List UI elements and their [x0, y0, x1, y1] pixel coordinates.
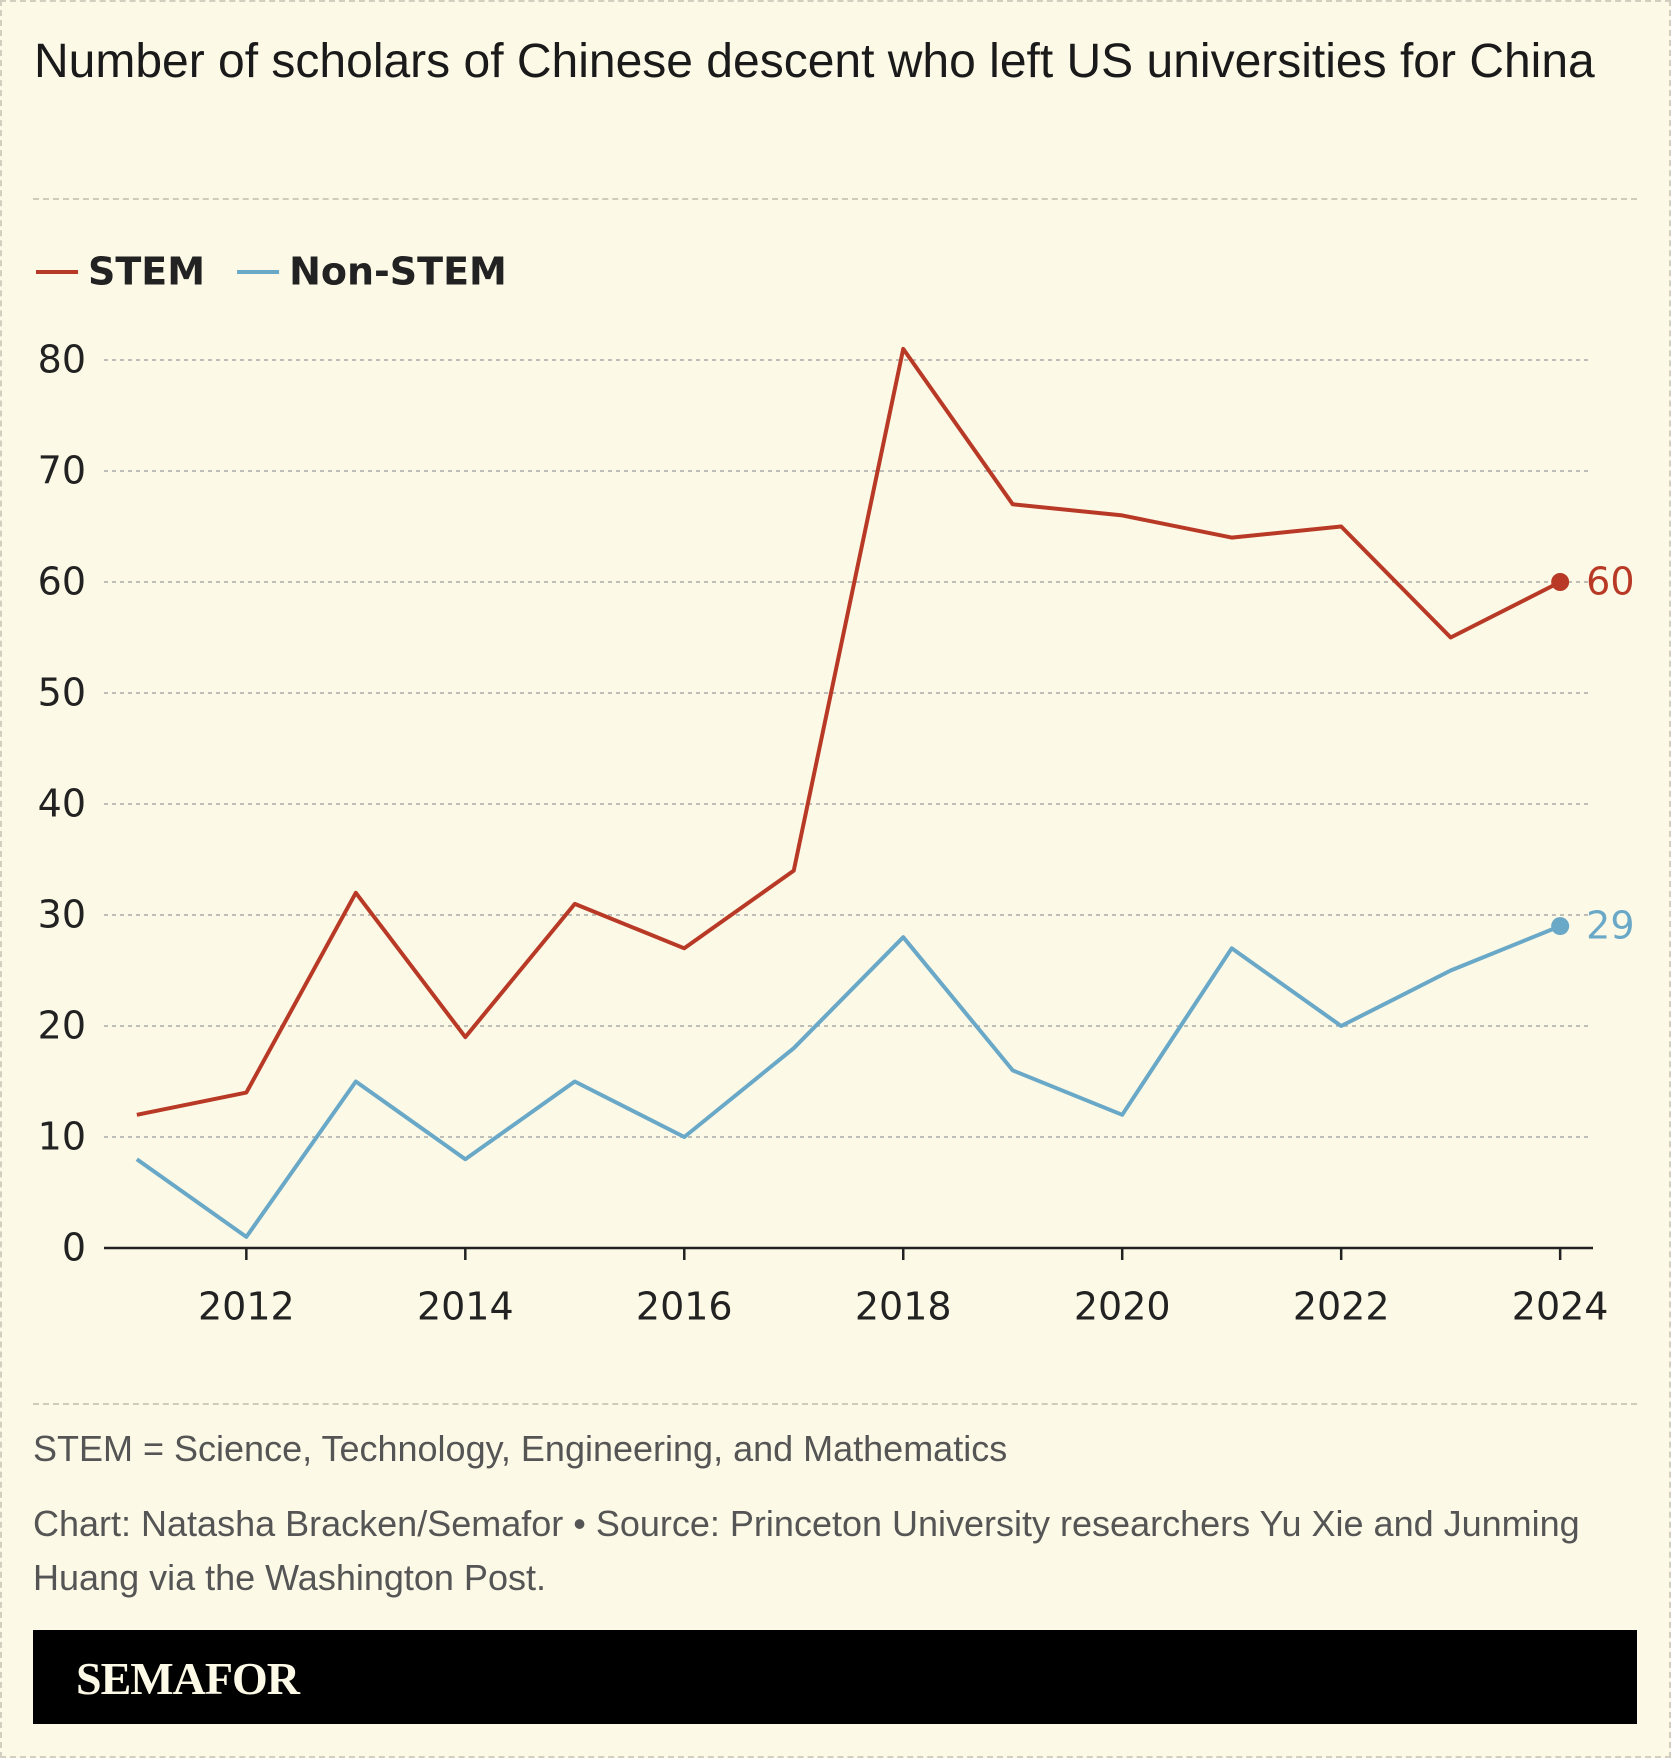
source: Chart: Natasha Bracken/Semafor • Source:…: [33, 1503, 1580, 1598]
chart: STEM Non-STEM 0 10 20 30 40 50 60 70 80 2012 2014 201…: [36, 250, 1635, 1329]
separator: [33, 198, 1637, 200]
y-tick-label: 70: [38, 449, 86, 493]
x-tick-label: 2022: [1293, 1285, 1390, 1329]
x-tick-label: 2018: [855, 1285, 952, 1329]
series-line: [135, 924, 1561, 1239]
series-line: [136, 346, 1562, 1117]
x-tick-label: 2020: [1074, 1285, 1171, 1329]
y-tick-label: 50: [38, 671, 86, 715]
brand: SEMAFOR: [76, 1653, 300, 1704]
legend-label: Non-STEM: [289, 250, 507, 294]
legend-label: STEM: [88, 250, 205, 294]
y-tick-label: 80: [38, 338, 86, 382]
note: STEM = Science, Technology, Engineering,…: [33, 1428, 1008, 1469]
brand-bar: SEMAFOR: [33, 1630, 1637, 1724]
y-tick-label: 0: [62, 1226, 86, 1270]
y-tick-label: 30: [38, 893, 86, 937]
y-tick-label: 20: [38, 1004, 86, 1048]
separator: [33, 1403, 1637, 1405]
end-label: 29: [1586, 904, 1634, 948]
y-tick-label: 10: [38, 1115, 86, 1159]
x-tick-label: 2014: [417, 1285, 514, 1329]
end-dot: [1551, 573, 1570, 591]
chart-title: Number of scholars of Chinese descent wh…: [34, 35, 1595, 88]
x-tick-label: 2012: [198, 1285, 295, 1329]
x-tick-label: 2016: [636, 1285, 733, 1329]
end-dot: [1551, 917, 1570, 936]
y-tick-label: 60: [38, 560, 86, 604]
end-label: 60: [1586, 560, 1634, 604]
x-tick-label: 2024: [1512, 1285, 1609, 1329]
y-tick-label: 40: [38, 782, 86, 826]
